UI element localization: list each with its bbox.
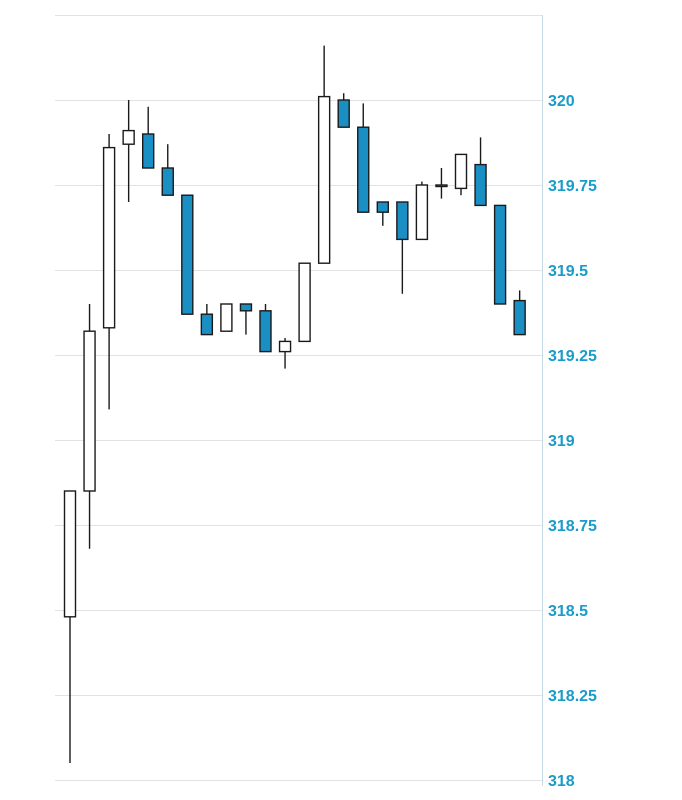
candle-body-down: [259, 310, 272, 353]
candle: [122, 100, 135, 202]
candle-body-up: [415, 184, 429, 241]
candle-body-down: [239, 303, 253, 312]
candle-body-down: [396, 201, 409, 241]
y-tick-label: 319.75: [548, 178, 597, 195]
candle-body-down: [200, 313, 214, 336]
candle: [181, 194, 194, 315]
candle: [415, 181, 429, 241]
candle-body-down: [337, 99, 350, 128]
candle: [396, 201, 409, 294]
candle-body-down: [513, 299, 526, 336]
candle: [317, 45, 331, 264]
candle-body-up: [298, 262, 311, 343]
y-tick-label: 319.5: [548, 263, 588, 280]
candle-body-up: [278, 340, 292, 353]
candle-body-down: [493, 204, 507, 305]
candle: [200, 304, 214, 336]
candle: [239, 303, 253, 335]
candle: [474, 137, 487, 207]
candle-body-up: [435, 184, 448, 188]
y-tick-label: 319.25: [548, 348, 597, 365]
candle-body-up: [102, 146, 116, 329]
candle-body-up: [454, 153, 468, 190]
candle-body-down: [474, 163, 487, 207]
y-tick-label: 318.75: [548, 518, 597, 535]
candle: [435, 168, 448, 199]
y-axis-tick-labels: 318 318.25 318.5 318.75 319 319.25 319.5 319.75…: [548, 93, 597, 790]
y-tick-label: 318.5: [548, 603, 588, 620]
candle: [357, 103, 370, 213]
candle-body-up: [83, 330, 96, 492]
candle: [376, 201, 389, 226]
candle-body-up: [122, 129, 135, 145]
candle-body-down: [181, 194, 194, 315]
candle: [454, 153, 468, 196]
candle-body-up: [317, 95, 331, 264]
grid-lines: [55, 15, 542, 781]
candle: [63, 490, 77, 763]
candle: [161, 144, 174, 196]
candle-body-down: [376, 201, 389, 213]
candle: [220, 303, 233, 332]
candle: [493, 204, 507, 305]
y-tick-label: 319: [548, 433, 575, 450]
candle: [337, 93, 350, 128]
candle: [141, 106, 155, 169]
candle-body-down: [161, 167, 174, 196]
candle: [259, 304, 272, 353]
candle: [102, 134, 116, 410]
candle: [298, 262, 311, 343]
candle: [83, 304, 96, 549]
candle-body-up: [220, 303, 233, 332]
candle: [513, 290, 526, 336]
candle: [278, 338, 292, 369]
candles: [63, 45, 526, 763]
candle-body-down: [357, 126, 370, 213]
y-tick-label: 320: [548, 93, 575, 110]
candle-body-down: [141, 133, 155, 169]
candle-body-up: [63, 490, 77, 618]
y-tick-label: 318: [548, 773, 575, 790]
y-tick-label: 318.25: [548, 688, 597, 705]
